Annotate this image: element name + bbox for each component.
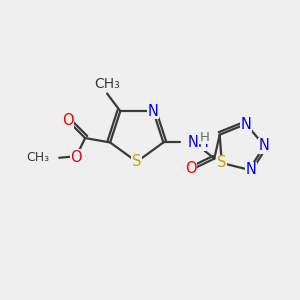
Text: N: N — [259, 138, 270, 153]
Text: CH₃: CH₃ — [27, 151, 50, 164]
Text: N: N — [245, 162, 256, 177]
Text: H: H — [200, 130, 209, 144]
Text: CH₃: CH₃ — [94, 77, 120, 91]
Text: S: S — [217, 155, 226, 170]
Text: N: N — [241, 116, 251, 131]
Text: O: O — [70, 150, 82, 165]
Text: NH: NH — [188, 135, 209, 150]
Text: O: O — [185, 161, 197, 176]
Text: N: N — [148, 104, 159, 119]
Text: S: S — [132, 154, 141, 169]
Text: O: O — [61, 113, 73, 128]
